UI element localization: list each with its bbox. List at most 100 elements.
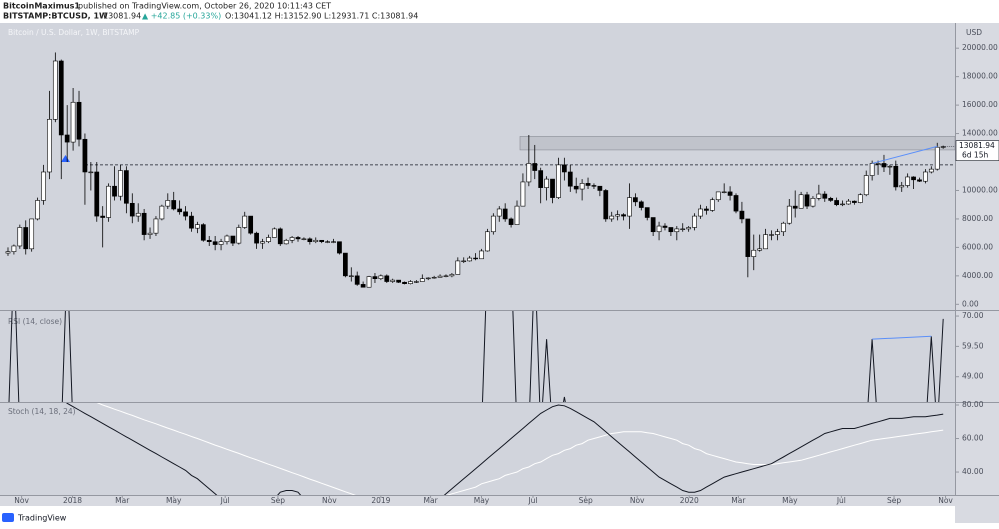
last-price-label: 13081.94 xyxy=(959,141,995,150)
x-tick-label: 2019 xyxy=(371,496,390,505)
y-tick-label: 60.00 xyxy=(962,434,984,443)
y-tick-label: 4000.00 xyxy=(962,271,993,280)
candle-body xyxy=(408,281,413,284)
candle-body xyxy=(490,215,496,233)
main-legend: Bitcoin / U.S. Dollar, 1W, BITSTAMP xyxy=(8,28,140,37)
candle-body xyxy=(283,239,289,245)
candle-body xyxy=(846,200,851,205)
candle-body xyxy=(354,275,360,285)
candle-body xyxy=(425,277,431,280)
x-tick-label: Jul xyxy=(836,496,846,505)
candle-body xyxy=(100,215,106,218)
candle-body xyxy=(307,238,313,243)
time-axis xyxy=(0,496,955,506)
candle-body xyxy=(792,205,798,209)
candle-body xyxy=(366,276,372,288)
candle-body xyxy=(443,275,449,277)
candle-body xyxy=(668,227,674,233)
candle-body xyxy=(224,235,230,243)
candle-body xyxy=(266,237,271,243)
candle-body xyxy=(147,232,153,235)
trendline xyxy=(872,145,938,164)
candle-body xyxy=(881,163,887,168)
candle-body xyxy=(514,205,520,225)
candle-body xyxy=(863,175,869,196)
candle-body xyxy=(633,197,638,203)
candle-body xyxy=(29,218,35,250)
signal-arrow xyxy=(61,155,70,162)
candle-body xyxy=(35,200,40,220)
y-tick-label: 0.00 xyxy=(962,299,979,308)
x-tick-label: 2018 xyxy=(63,496,82,505)
candle-body xyxy=(58,60,64,136)
candle-body xyxy=(159,205,165,220)
candle-body xyxy=(437,275,443,278)
candle-body xyxy=(751,249,757,257)
candle-body xyxy=(804,194,810,207)
candle-body xyxy=(301,238,307,240)
y-tick-label: 18000.00 xyxy=(962,72,998,81)
candle-body xyxy=(88,171,94,174)
last-price: 13081.94 xyxy=(103,12,141,21)
candle-body xyxy=(189,215,194,229)
candle-body xyxy=(337,241,342,254)
candle-body xyxy=(721,191,727,194)
candle-body xyxy=(52,60,58,120)
candle-body xyxy=(638,201,644,208)
candle-body xyxy=(206,239,212,243)
candle-body xyxy=(479,250,484,260)
candle-body xyxy=(567,171,573,187)
candle-body xyxy=(200,224,206,241)
candle-body xyxy=(414,281,419,283)
candle-body xyxy=(177,208,183,213)
candle-body xyxy=(769,234,774,236)
x-tick-label: Mar xyxy=(115,496,130,505)
indicator-line xyxy=(96,403,944,495)
candle-body xyxy=(260,241,265,244)
candle-body xyxy=(934,146,940,170)
x-tick-label: Nov xyxy=(14,496,29,505)
candle-body xyxy=(650,217,656,233)
candle-body xyxy=(680,228,686,230)
candle-body xyxy=(538,170,544,188)
candle-body xyxy=(508,218,514,225)
candle-body xyxy=(467,257,473,262)
candle-body xyxy=(23,227,29,250)
logo xyxy=(2,513,14,522)
candle-body xyxy=(627,197,632,217)
candle-body xyxy=(419,278,425,282)
candle-body xyxy=(763,234,768,250)
candle-body xyxy=(816,193,822,199)
x-tick-label: Sep xyxy=(579,496,593,505)
candle-body xyxy=(709,199,715,211)
candle-body xyxy=(449,274,455,277)
price-axis xyxy=(955,23,999,523)
x-tick-label: Nov xyxy=(938,496,953,505)
candle-body xyxy=(76,101,82,140)
candle-body xyxy=(11,245,17,252)
candle-body xyxy=(372,276,378,279)
candle-body xyxy=(396,279,402,283)
x-tick-label: Jul xyxy=(220,496,230,505)
x-tick-label: Sep xyxy=(271,496,285,505)
candle-body xyxy=(82,138,88,173)
candle-body xyxy=(621,214,626,217)
candle-body xyxy=(360,284,366,288)
y-tick-label: 6000.00 xyxy=(962,242,993,251)
candle-body xyxy=(195,224,200,229)
candle-body xyxy=(923,171,928,182)
x-tick-label: Nov xyxy=(630,496,645,505)
y-tick-label: 70.00 xyxy=(962,311,984,320)
candle-body xyxy=(917,179,922,182)
candle-body xyxy=(183,211,188,217)
resistance-zone xyxy=(519,136,955,151)
candle-body xyxy=(928,168,934,173)
candle-body xyxy=(644,207,650,218)
candle-body xyxy=(573,185,579,190)
candle-body xyxy=(834,200,839,206)
candle-body xyxy=(561,164,567,173)
brand: TradingView xyxy=(17,514,67,523)
candle-body xyxy=(585,183,591,186)
candle-body xyxy=(739,210,745,220)
